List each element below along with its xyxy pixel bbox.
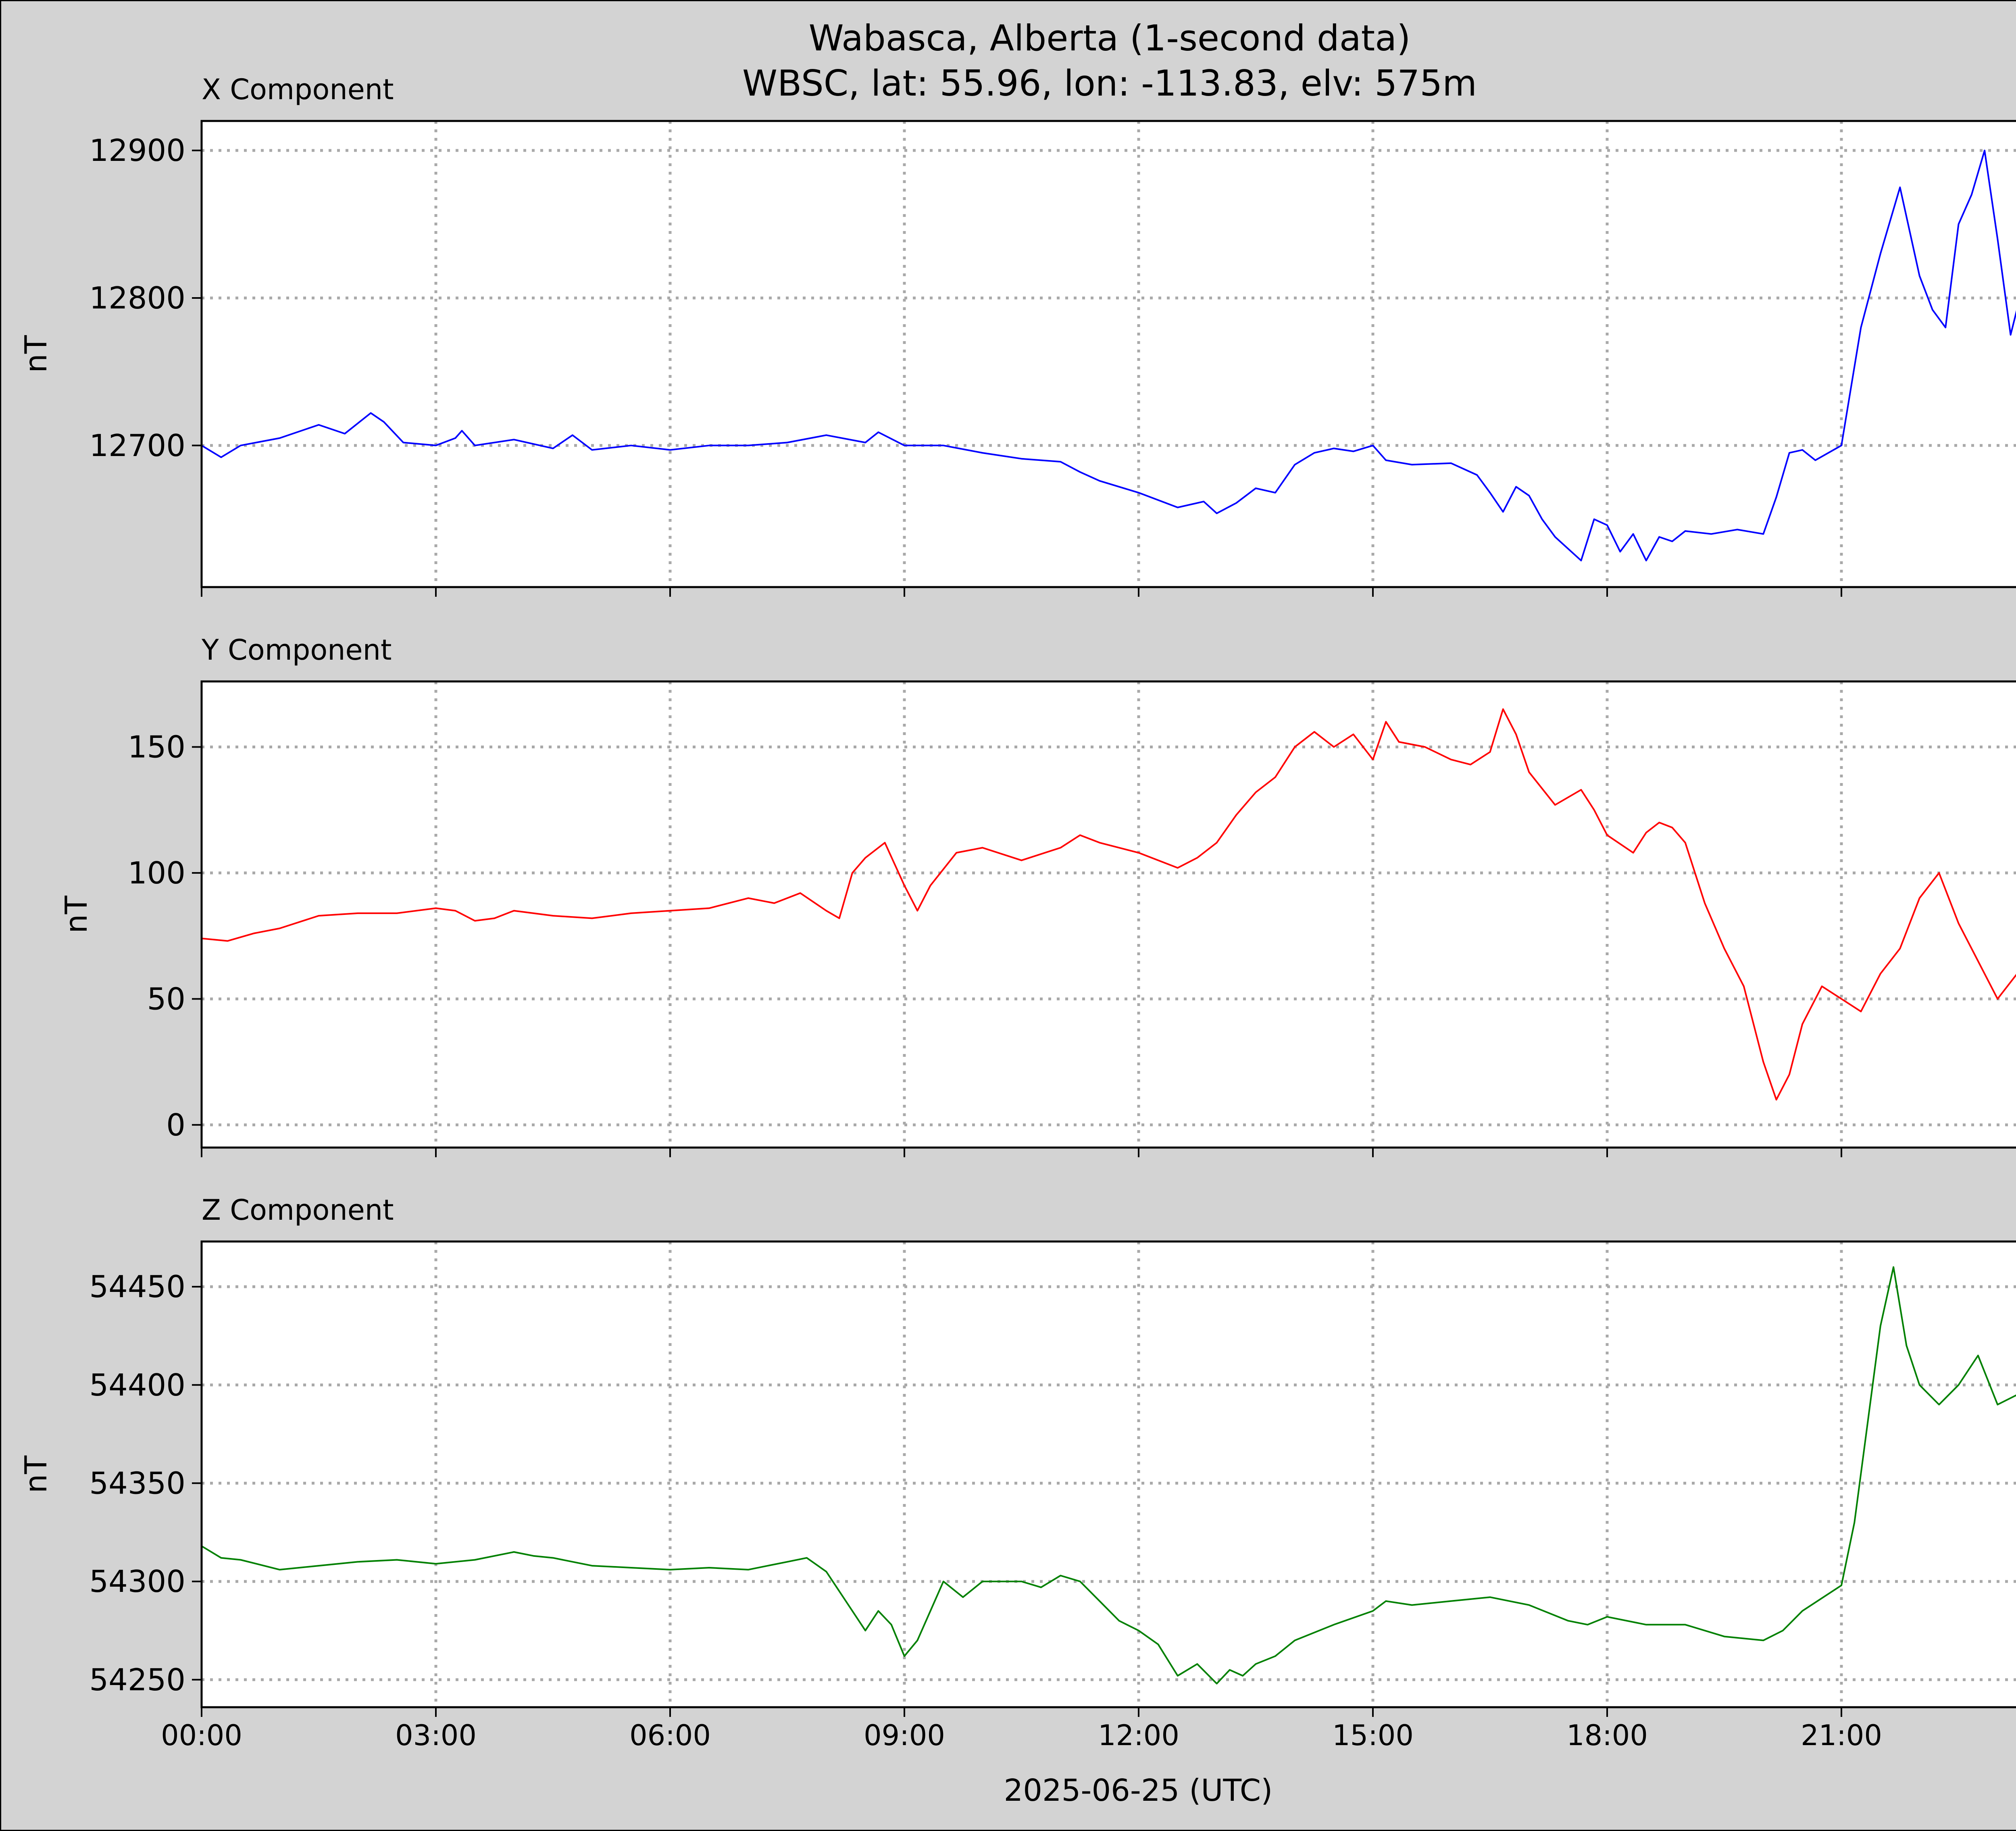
y-tick-label: 100 <box>128 855 185 891</box>
y-tick-label: 50 <box>147 981 185 1017</box>
plot-frame <box>200 680 2016 1149</box>
x-axis-label: 2025-06-25 (UTC) <box>1004 1773 1273 1808</box>
plot-area <box>202 681 2016 1148</box>
x-tick-label: 15:00 <box>1332 1719 1414 1752</box>
panel-title: Z Component <box>202 1194 394 1227</box>
panel-title: Y Component <box>201 633 392 667</box>
panel-2: 00:00 03:00 06:00 09:00 12:00 15:00 18:00 21:00… <box>18 1194 2016 1752</box>
y-tick-label: 0 <box>166 1107 185 1143</box>
panel-0: 12700 12800 12900 X Component nT <box>18 73 2016 597</box>
x-tick-label: 18:00 <box>1566 1719 1648 1752</box>
figure-title-line2: WBSC, lat: 55.96, lon: -113.83, elv: 575… <box>742 62 1477 104</box>
x-tick-label: 09:00 <box>864 1719 945 1752</box>
plot-area <box>202 1241 2016 1707</box>
panel-1: 0 50 100 150 Y Component nT <box>58 633 2016 1157</box>
y-axis-label: nT <box>58 895 94 933</box>
panels: 12700 12800 12900 X Component nT 0 50 100 150 Y C… <box>18 73 2016 1752</box>
x-tick-label: 12:00 <box>1098 1719 1179 1752</box>
y-tick-label: 54350 <box>89 1465 185 1501</box>
plot-area <box>202 121 2016 587</box>
x-tick-label: 00:00 <box>161 1719 242 1752</box>
figure-title-line1: Wabasca, Alberta (1-second data) <box>809 17 1411 59</box>
series-line <box>201 150 2016 562</box>
series-line <box>201 1266 2016 1685</box>
series-line <box>201 708 2016 1101</box>
y-tick-label: 150 <box>128 729 185 764</box>
plot-frame <box>200 120 2016 588</box>
y-tick-label: 54450 <box>89 1269 185 1304</box>
x-tick-label: 06:00 <box>629 1719 711 1752</box>
y-axis-label: nT <box>18 1455 54 1494</box>
x-tick-label: 21:00 <box>1801 1719 1882 1752</box>
y-tick-label: 54250 <box>89 1662 185 1698</box>
y-tick-label: 54300 <box>89 1564 185 1599</box>
y-axis-label: nT <box>18 335 54 373</box>
y-tick-label: 12800 <box>89 280 185 316</box>
x-tick-label: 03:00 <box>395 1719 477 1752</box>
y-tick-label: 12900 <box>89 133 185 168</box>
panel-title: X Component <box>202 73 394 106</box>
y-tick-label: 12700 <box>89 428 185 463</box>
y-tick-label: 54400 <box>89 1367 185 1403</box>
plot-frame <box>200 1240 2016 1708</box>
